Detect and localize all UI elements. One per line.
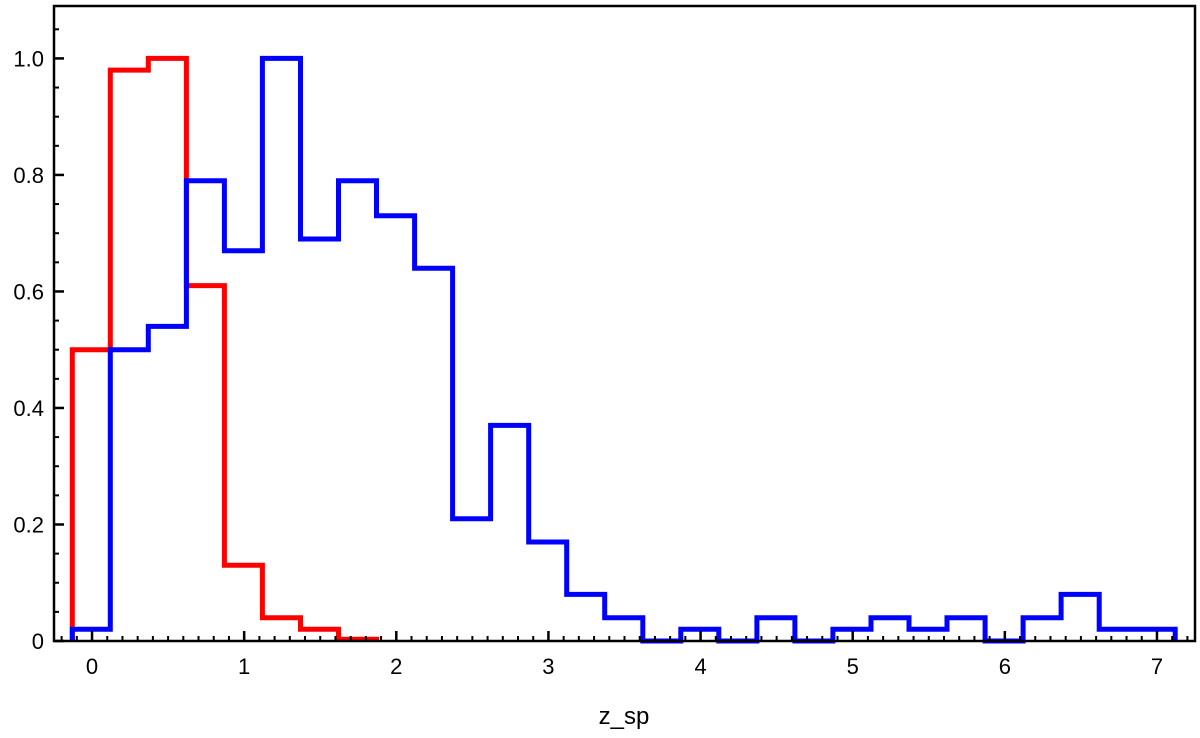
y-tick-label: 0 <box>32 629 44 654</box>
series-layer <box>69 55 1178 644</box>
histogram-series-1 <box>69 55 379 642</box>
x-tick-label: 2 <box>390 654 402 679</box>
y-tick-labels: 0 0.2 0.4 0.6 0.8 1.0 <box>13 46 44 654</box>
x-tick-label: 7 <box>1151 654 1163 679</box>
x-tick-labels: 0 1 2 3 4 5 6 7 <box>86 654 1163 679</box>
x-tick-label: 5 <box>847 654 859 679</box>
x-tick-label: 6 <box>999 654 1011 679</box>
x-tick-label: 0 <box>86 654 98 679</box>
y-tick-label: 0.6 <box>13 279 44 304</box>
histogram-series-2 <box>69 55 1178 644</box>
major-ticks <box>54 57 1159 643</box>
y-tick-label: 0.4 <box>13 396 44 421</box>
plot-frame <box>52 4 1197 643</box>
x-tick-label: 4 <box>694 654 706 679</box>
x-tick-label: 3 <box>542 654 554 679</box>
y-tick-label: 0.8 <box>13 163 44 188</box>
y-tick-label: 1.0 <box>13 46 44 71</box>
y-tick-label: 0.2 <box>13 512 44 537</box>
x-tick-label: 1 <box>238 654 250 679</box>
x-axis-title: z_sp <box>599 703 650 730</box>
